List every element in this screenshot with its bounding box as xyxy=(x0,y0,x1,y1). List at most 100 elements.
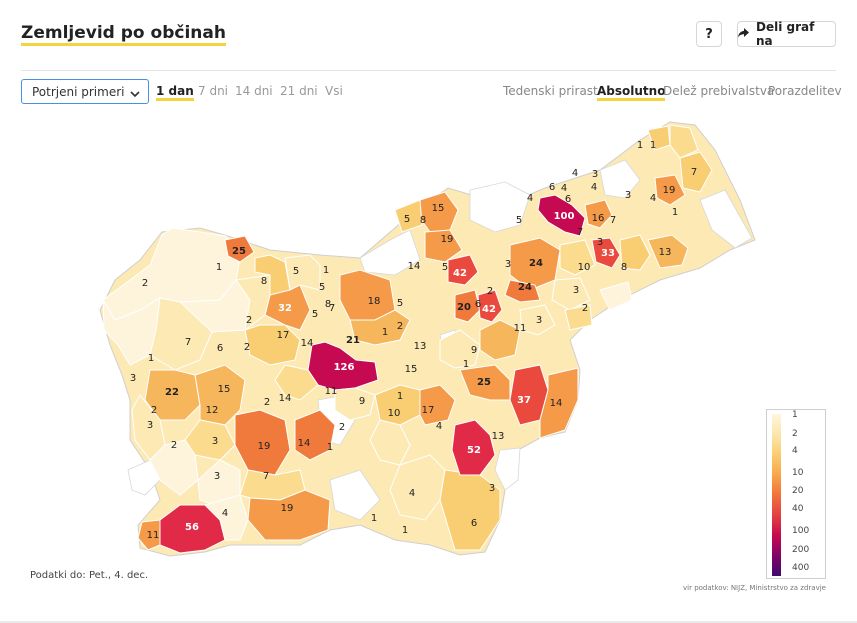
municipality-count-label: 25 xyxy=(477,377,491,388)
municipality-count-label: 1 xyxy=(637,140,643,151)
municipality-count-label: 3 xyxy=(130,373,136,384)
municipality-region xyxy=(424,229,463,263)
municipality-count-label: 37 xyxy=(517,395,531,406)
municipality-count-label: 7 xyxy=(263,471,269,482)
map-labels: 1261005652424237333225252424222120191919… xyxy=(130,140,697,541)
municipality-region xyxy=(619,234,651,271)
mode-absolutno[interactable]: Absolutno xyxy=(597,84,666,101)
municipality-region xyxy=(539,367,579,439)
municipality-region xyxy=(447,254,479,286)
municipality-count-label: 100 xyxy=(554,211,575,222)
municipality-count-label: 4 xyxy=(222,508,228,519)
municipality-count-label: 7 xyxy=(185,337,191,348)
municipality-count-label: 19 xyxy=(663,185,676,196)
municipality-count-label: 4 xyxy=(527,193,533,204)
municipality-region xyxy=(394,199,423,233)
municipality-count-label: 2 xyxy=(397,321,403,332)
municipality-region xyxy=(647,234,689,269)
municipality-region xyxy=(469,181,531,233)
municipality-count-label: 10 xyxy=(578,262,591,273)
municipality-region xyxy=(451,419,496,476)
municipality-count-label: 13 xyxy=(659,247,672,258)
municipality-count-label: 3 xyxy=(536,315,542,326)
municipality-count-label: 126 xyxy=(334,362,355,373)
municipality-count-label: 3 xyxy=(597,237,603,248)
municipality-count-label: 4 xyxy=(591,182,597,193)
municipality-count-label: 9 xyxy=(471,345,477,356)
data-source: vir podatkov: NIJZ, Ministrstvo za zdrav… xyxy=(683,584,826,592)
municipality-count-label: 14 xyxy=(279,393,292,404)
municipality-count-label: 4 xyxy=(409,488,415,499)
municipality-count-label: 2 xyxy=(151,405,157,416)
municipality-region xyxy=(454,289,481,323)
municipality-region xyxy=(519,304,556,336)
legend-label: 2 xyxy=(792,429,798,439)
municipality-region xyxy=(559,239,596,276)
municipality-region xyxy=(194,364,246,426)
municipality-count-label: 5 xyxy=(319,282,325,293)
period-1-dan[interactable]: 1 dan xyxy=(156,84,194,101)
municipality-count-label: 14 xyxy=(408,261,421,272)
metric-select[interactable]: Potrjeni primeri xyxy=(21,79,149,104)
municipality-count-label: 52 xyxy=(467,445,481,456)
share-button[interactable]: Deli graf na xyxy=(737,20,836,48)
municipality-region xyxy=(247,489,331,541)
municipality-count-label: 5 xyxy=(293,266,299,277)
mode-porazdelitev[interactable]: Porazdelitev xyxy=(768,84,842,98)
municipality-count-label: 21 xyxy=(346,335,360,346)
municipality-count-label: 14 xyxy=(301,338,314,349)
municipality-count-label: 2 xyxy=(339,422,345,433)
municipality-region xyxy=(564,304,593,331)
municipality-region xyxy=(537,194,586,237)
municipality-count-label: 13 xyxy=(414,341,427,352)
legend-label: 1 xyxy=(792,410,798,420)
legend-label: 200 xyxy=(792,545,810,555)
municipality-region xyxy=(274,364,319,401)
municipality-count-label: 20 xyxy=(457,302,471,313)
municipality-count-label: 5 xyxy=(516,215,522,226)
help-button[interactable]: ? xyxy=(696,21,722,47)
header-divider xyxy=(21,70,836,71)
municipality-count-label: 17 xyxy=(422,405,435,416)
municipality-count-label: 6 xyxy=(565,194,571,205)
municipality-count-label: 2 xyxy=(142,278,148,289)
municipality-count-label: 1 xyxy=(327,442,333,453)
period-14-dni[interactable]: 14 dni xyxy=(235,84,273,98)
municipality-count-label: 8 xyxy=(261,276,267,287)
legend-label: 40 xyxy=(792,504,804,514)
municipality-count-label: 24 xyxy=(518,282,532,293)
municipality-count-label: 2 xyxy=(246,315,252,326)
municipality-count-label: 8 xyxy=(621,262,627,273)
municipality-count-label: 5 xyxy=(397,298,403,309)
municipality-count-label: 11 xyxy=(514,323,527,334)
mode-delez-prebivalstva[interactable]: Delež prebivalstva xyxy=(663,84,775,98)
municipality-region xyxy=(584,199,613,229)
period-21-dni[interactable]: 21 dni xyxy=(280,84,318,98)
municipality-region xyxy=(419,384,456,426)
municipality-count-label: 15 xyxy=(432,203,445,214)
municipality-count-label: 19 xyxy=(441,234,454,245)
municipality-count-label: 3 xyxy=(625,190,631,201)
municipality-region xyxy=(439,469,501,551)
municipality-count-label: 19 xyxy=(258,441,271,452)
period-vsi[interactable]: Vsi xyxy=(325,84,343,98)
municipality-count-label: 12 xyxy=(206,405,219,416)
municipality-count-label: 7 xyxy=(329,303,335,314)
municipality-count-label: 1 xyxy=(397,391,403,402)
legend-label: 4 xyxy=(792,446,798,456)
municipality-count-label: 10 xyxy=(388,408,401,419)
mode-tedenski-prirast[interactable]: Tedenski prirast xyxy=(503,84,598,98)
municipality-region xyxy=(439,329,481,369)
legend-label: 10 xyxy=(792,468,804,478)
page-title: Zemljevid po občinah xyxy=(21,23,226,46)
municipality-region xyxy=(329,469,381,521)
municipality-region xyxy=(504,279,541,303)
bottom-divider xyxy=(0,621,857,623)
municipality-count-label: 15 xyxy=(405,364,418,375)
municipality-count-label: 2 xyxy=(171,440,177,451)
municipality-count-label: 2 xyxy=(487,286,493,297)
municipality-count-label: 2 xyxy=(582,303,588,314)
municipality-count-label: 4 xyxy=(436,421,442,432)
period-7-dni[interactable]: 7 dni xyxy=(198,84,229,98)
